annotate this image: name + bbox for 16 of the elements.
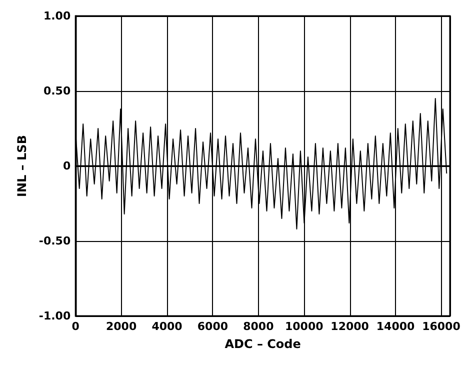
x-tick-label: 8000 bbox=[243, 320, 274, 333]
x-tick-label: 4000 bbox=[152, 320, 183, 333]
x-tick-label: 10000 bbox=[284, 320, 324, 333]
y-tick-label: 0 bbox=[62, 160, 71, 172]
x-axis-title: ADC – Code bbox=[224, 337, 301, 351]
y-tick-label: 0.50 bbox=[43, 84, 71, 98]
x-tick-label: 2000 bbox=[106, 320, 137, 333]
x-tick-label: 12000 bbox=[330, 320, 370, 333]
x-tick-label: 0 bbox=[72, 320, 80, 333]
y-tick-label: 1.00 bbox=[43, 10, 71, 22]
x-tick-label: 16000 bbox=[422, 320, 461, 333]
x-tick-label: 6000 bbox=[197, 320, 228, 333]
y-tick-label: -1.00 bbox=[38, 310, 71, 322]
y-tick-label: -0.50 bbox=[38, 234, 71, 248]
y-axis-title: INL – LSB bbox=[15, 135, 29, 197]
x-tick-label: 14000 bbox=[376, 320, 415, 333]
